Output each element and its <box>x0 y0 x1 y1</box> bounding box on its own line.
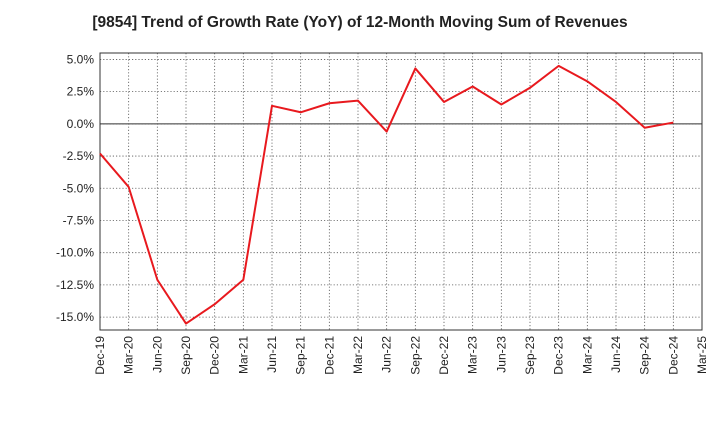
x-tick-label: Dec-23 <box>552 336 566 375</box>
x-tick-label: Sep-22 <box>408 336 422 375</box>
x-tick-label: Dec-19 <box>93 336 107 375</box>
y-tick-label: 5.0% <box>67 52 95 66</box>
y-tick-label: -10.0% <box>56 246 94 260</box>
x-tick-label: Sep-24 <box>638 336 652 375</box>
x-tick-label: Jun-21 <box>265 336 279 373</box>
plot-background <box>100 53 702 330</box>
y-tick-label: 2.5% <box>67 85 95 99</box>
x-tick-label: Dec-21 <box>322 336 336 375</box>
y-tick-label: -7.5% <box>63 213 95 227</box>
y-tick-label: -15.0% <box>56 310 94 324</box>
x-tick-label: Mar-21 <box>236 336 250 374</box>
x-tick-label: Sep-20 <box>179 336 193 375</box>
y-tick-label: -12.5% <box>56 278 94 292</box>
x-tick-label: Jun-23 <box>494 336 508 373</box>
x-tick-label: Mar-24 <box>580 336 594 374</box>
x-tick-label: Mar-25 <box>695 336 709 374</box>
y-tick-label: -2.5% <box>63 149 95 163</box>
x-tick-label: Mar-22 <box>351 336 365 374</box>
y-tick-label: 0.0% <box>67 117 95 131</box>
series-layer <box>99 64 674 325</box>
x-tick-label: Jun-24 <box>609 336 623 373</box>
x-tick-label: Dec-20 <box>208 336 222 375</box>
x-tick-label: Mar-23 <box>466 336 480 374</box>
axes <box>99 52 703 331</box>
grid-lines <box>99 53 703 330</box>
x-tick-label: Mar-20 <box>122 336 136 374</box>
x-tick-label: Dec-24 <box>666 336 680 375</box>
x-tick-label: Sep-21 <box>294 336 308 375</box>
y-tick-label: -5.0% <box>63 181 95 195</box>
x-tick-label: Jun-20 <box>150 336 164 373</box>
x-tick-label: Dec-22 <box>437 336 451 375</box>
x-tick-labels: Dec-19 Mar-20 Jun-20 Sep-20 Dec-20 Mar-21 Jun-… <box>93 336 709 375</box>
series-line <box>99 64 674 325</box>
x-tick-label: Jun-22 <box>380 336 394 373</box>
y-tick-labels: 5.0% 2.5% 0.0% -2.5% -5.0% -7.5% -10.0% -12.5% -… <box>56 52 94 324</box>
plot-frame <box>99 52 703 331</box>
chart-title: [9854] Trend of Growth Rate (YoY) of 12-… <box>92 14 628 31</box>
x-tick-label: Sep-23 <box>523 336 537 375</box>
